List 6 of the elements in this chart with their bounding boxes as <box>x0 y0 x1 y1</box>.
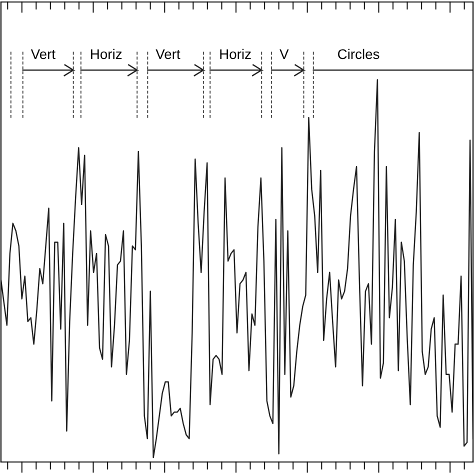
text: Circles <box>338 48 380 60</box>
text: Horiz <box>220 48 251 60</box>
text: Horiz <box>91 48 122 60</box>
text: V <box>280 49 289 59</box>
text: Vert <box>156 49 180 60</box>
text: Vert <box>30 49 56 60</box>
